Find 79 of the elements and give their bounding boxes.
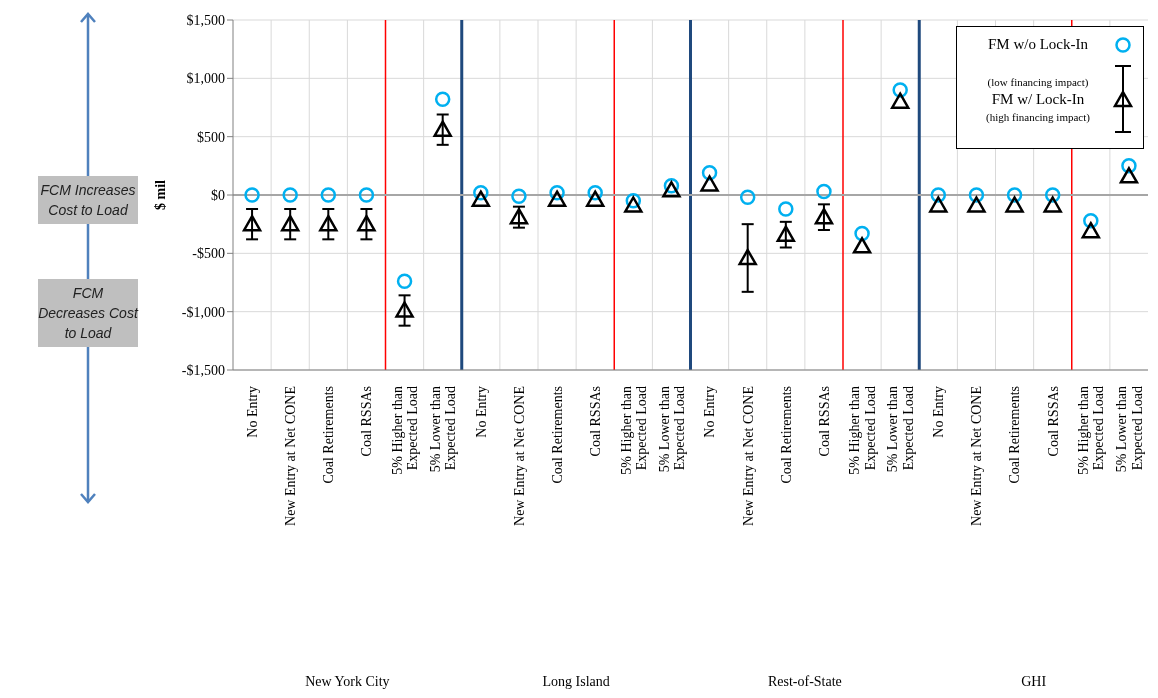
point xyxy=(624,196,643,213)
point xyxy=(930,187,947,203)
text: FCM Decreases Cost to Load xyxy=(38,279,138,347)
legend-label: FM w/o Lock-In xyxy=(987,36,1089,53)
point xyxy=(319,214,338,232)
annotation: (high financing impact) xyxy=(985,110,1091,123)
x-tick-label: 5% Lower than Expected Load xyxy=(1114,386,1145,473)
point xyxy=(395,301,414,318)
point xyxy=(778,201,794,217)
point xyxy=(280,214,300,232)
y-axis-title: $ mil xyxy=(152,179,168,210)
y-tick-label: $1,000 xyxy=(186,71,225,87)
x-tick-label: Coal Retirements xyxy=(321,386,337,484)
point xyxy=(662,181,681,198)
y-tick-label: $500 xyxy=(197,129,225,145)
x-tick-label: 5% Higher than Expected Load xyxy=(847,386,878,475)
point xyxy=(967,196,986,213)
point xyxy=(396,273,413,290)
text: New York City xyxy=(304,674,391,690)
y-tick-label: $1,500 xyxy=(186,12,225,28)
x-tick-label: 5% Lower than Expected Load xyxy=(885,386,916,473)
y-tick-label: -$1,500 xyxy=(181,362,225,378)
point xyxy=(585,190,605,207)
x-tick-label: 5% Lower than Expected Load xyxy=(656,386,688,473)
point xyxy=(244,187,260,203)
point xyxy=(471,190,491,207)
x-tick-label: 5% Higher than Expected Load xyxy=(1076,386,1107,475)
x-tick-label: Coal RSSAs xyxy=(816,386,832,457)
point xyxy=(1119,167,1139,184)
x-tick-label: 5% Higher than Expected Load xyxy=(389,386,421,475)
point xyxy=(509,207,529,225)
text: GHI xyxy=(1020,674,1048,690)
point xyxy=(701,165,718,181)
x-tick-label: Coal Retirements xyxy=(1007,386,1023,484)
annotation: (low financing impact) xyxy=(986,75,1090,88)
x-tick-label: Coal RSSAs xyxy=(588,386,604,457)
x-tick-label: New Entry at Net CONE xyxy=(969,386,985,526)
point xyxy=(358,187,375,203)
point xyxy=(814,207,834,225)
x-tick-label: Coal Retirements xyxy=(778,386,794,484)
point xyxy=(776,225,796,242)
point xyxy=(852,237,872,254)
x-tick-label: New Entry at Net CONE xyxy=(740,386,756,526)
point xyxy=(511,188,527,204)
point xyxy=(890,92,910,109)
point xyxy=(739,189,756,206)
y-tick-label: -$500 xyxy=(192,246,225,262)
text: FCM Increases Cost to Load xyxy=(38,176,138,224)
text: Long Island xyxy=(541,674,611,690)
point xyxy=(1081,221,1101,239)
x-tick-label: New Entry at Net CONE xyxy=(283,386,299,526)
point xyxy=(433,120,452,137)
legend-label: FM w/ Lock-In xyxy=(990,90,1086,108)
text: Rest-of-State xyxy=(766,674,843,690)
x-tick-label: No Entry xyxy=(702,386,718,438)
point xyxy=(1005,196,1024,213)
point xyxy=(434,91,451,108)
y-tick-label: -$1,000 xyxy=(181,304,225,320)
point xyxy=(929,196,948,213)
point xyxy=(320,187,337,203)
x-tick-label: Coal Retirements xyxy=(549,386,565,484)
point xyxy=(547,190,567,207)
x-tick-label: No Entry xyxy=(244,386,260,438)
x-tick-label: Coal RSSAs xyxy=(359,386,375,457)
y-tick-label: $0 xyxy=(211,187,225,203)
point xyxy=(1043,196,1062,213)
x-tick-label: 5% Lower than Expected Load xyxy=(427,386,459,473)
point xyxy=(738,248,757,266)
x-tick-label: Coal RSSAs xyxy=(1045,386,1061,457)
x-tick-label: New Entry at Net CONE xyxy=(511,386,527,526)
point xyxy=(816,183,832,200)
x-tick-label: 5% Higher than Expected Load xyxy=(618,386,649,475)
point xyxy=(242,214,262,232)
x-tick-label: No Entry xyxy=(473,386,489,438)
point xyxy=(282,187,298,203)
x-tick-label: No Entry xyxy=(931,386,947,438)
point xyxy=(1044,187,1061,203)
point xyxy=(700,175,719,192)
point xyxy=(357,214,376,232)
